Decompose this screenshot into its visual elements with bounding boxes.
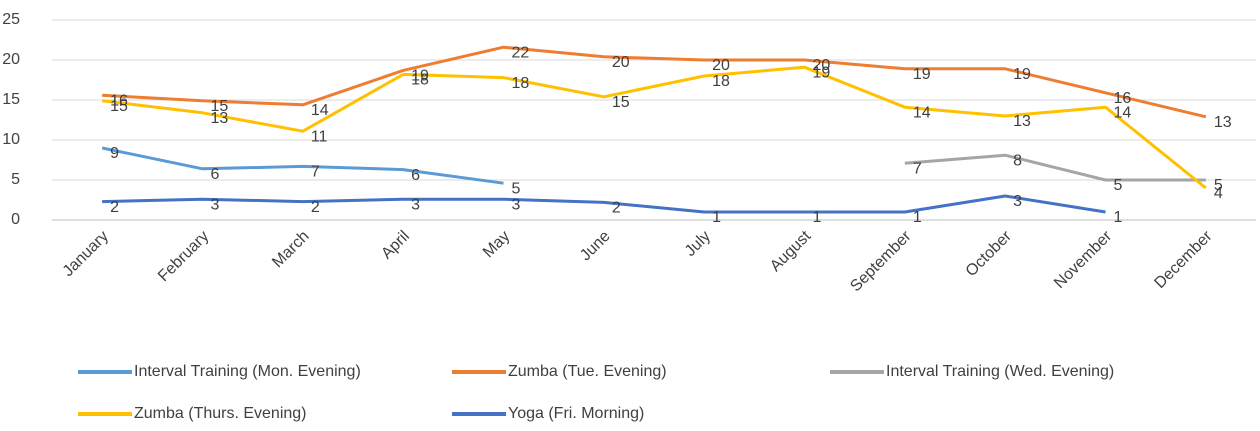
series-line — [904, 153, 1206, 182]
x-tick-label: December — [1151, 227, 1216, 292]
data-label: 5 — [1214, 177, 1223, 194]
y-tick-label: 10 — [2, 131, 20, 148]
data-label: 6 — [211, 166, 220, 183]
data-label: 7 — [311, 164, 320, 181]
y-tick-label: 25 — [2, 11, 20, 28]
data-label: 19 — [1013, 66, 1031, 83]
legend-label: Yoga (Fri. Morning) — [508, 405, 644, 422]
data-label: 18 — [411, 72, 429, 89]
data-label: 3 — [411, 196, 420, 213]
data-label: 22 — [512, 44, 530, 61]
data-label: 3 — [1013, 193, 1022, 210]
data-label: 9 — [110, 145, 119, 162]
data-label: 14 — [311, 102, 329, 119]
data-label: 1 — [913, 209, 922, 226]
x-tick-label: January — [60, 228, 112, 280]
y-tick-label: 15 — [2, 91, 20, 108]
y-tick-label: 0 — [11, 211, 20, 228]
data-label: 13 — [211, 110, 229, 127]
y-tick-label: 5 — [11, 171, 20, 188]
data-label: 14 — [913, 104, 931, 121]
data-label: 11 — [311, 128, 328, 145]
data-label: 1 — [712, 209, 721, 226]
data-label: 2 — [110, 199, 119, 216]
data-label: 16 — [1114, 90, 1132, 107]
data-label: 18 — [712, 73, 730, 90]
data-label: 20 — [712, 57, 730, 74]
data-label: 3 — [512, 196, 521, 213]
data-label: 15 — [612, 94, 630, 111]
x-tick-label: February — [155, 228, 212, 285]
data-label: 5 — [1114, 177, 1123, 194]
x-tick-label: April — [378, 228, 413, 263]
x-tick-label: March — [269, 228, 312, 271]
data-label: 14 — [1114, 104, 1132, 121]
x-tick-label: May — [480, 228, 513, 261]
data-label: 7 — [913, 160, 922, 177]
data-label: 1 — [1114, 209, 1123, 226]
data-label: 15 — [211, 98, 229, 115]
data-label: 19 — [813, 64, 831, 81]
data-label: 16 — [110, 92, 128, 109]
x-tick-label: November — [1051, 227, 1116, 292]
data-label: 20 — [612, 54, 630, 71]
legend-label: Interval Training (Wed. Evening) — [886, 363, 1114, 380]
data-label: 15 — [110, 98, 128, 115]
y-tick-label: 20 — [2, 51, 20, 68]
data-label: 2 — [311, 199, 320, 216]
series-line — [101, 65, 1207, 190]
data-label: 4 — [1214, 185, 1223, 202]
legend-label: Zumba (Tue. Evening) — [508, 363, 667, 380]
legend-label: Interval Training (Mon. Evening) — [134, 363, 361, 380]
data-label: 19 — [913, 66, 931, 83]
data-label: 6 — [411, 167, 420, 184]
data-label: 5 — [512, 180, 521, 197]
series-line — [102, 45, 1207, 119]
x-tick-label: June — [577, 228, 614, 265]
x-tick-label: September — [847, 227, 915, 295]
data-label: 8 — [1013, 152, 1022, 169]
series-line — [102, 194, 1106, 214]
data-label: 13 — [1214, 114, 1232, 131]
data-label: 3 — [211, 196, 220, 213]
data-label: 19 — [411, 68, 429, 85]
series-line — [101, 146, 504, 185]
data-label: 20 — [813, 57, 831, 74]
legend-label: Zumba (Thurs. Evening) — [134, 405, 307, 422]
x-tick-label: August — [767, 227, 815, 275]
data-label: 13 — [1013, 113, 1031, 130]
x-tick-label: July — [682, 228, 714, 260]
x-tick-label: October — [963, 227, 1016, 280]
data-label: 18 — [512, 75, 530, 92]
data-label: 2 — [612, 200, 621, 217]
data-label: 1 — [813, 209, 822, 226]
